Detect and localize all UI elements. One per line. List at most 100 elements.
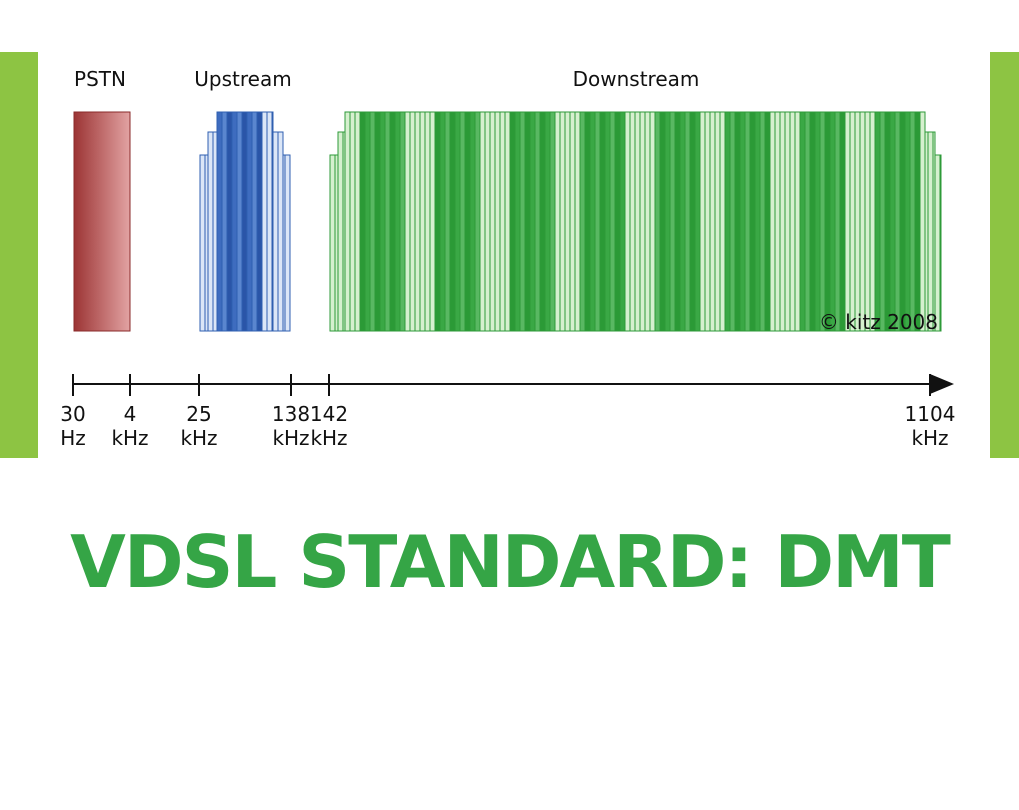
carrier: [814, 111, 821, 332]
carrier: [504, 111, 511, 332]
carrier: [754, 111, 761, 332]
carrier: [514, 111, 521, 332]
carrier: [231, 111, 238, 332]
tick-unit: kHz: [111, 426, 148, 450]
carrier: [769, 111, 776, 332]
carrier: [629, 111, 636, 332]
carrier: [589, 111, 596, 332]
carrier: [569, 111, 576, 332]
carrier: [714, 111, 721, 332]
carrier: [804, 111, 811, 332]
carrier: [649, 111, 656, 332]
carrier: [624, 111, 631, 332]
tick-unit: kHz: [272, 426, 309, 450]
carrier: [226, 111, 233, 332]
carrier: [529, 111, 536, 332]
tick-unit: kHz: [310, 426, 347, 450]
band-label: Downstream: [573, 67, 700, 91]
tick-value: 138: [272, 402, 310, 426]
carrier: [659, 111, 666, 332]
carrier: [674, 111, 681, 332]
carrier: [337, 131, 344, 332]
band-label: PSTN: [74, 67, 126, 91]
carrier: [549, 111, 556, 332]
carrier: [614, 111, 621, 332]
carrier: [364, 111, 371, 332]
carrier: [394, 111, 401, 332]
carrier: [459, 111, 466, 332]
carrier: [749, 111, 756, 332]
carrier: [894, 111, 901, 332]
carrier: [729, 111, 736, 332]
carrier: [329, 154, 336, 332]
carrier: [664, 111, 671, 332]
carrier: [899, 111, 906, 332]
carrier: [644, 111, 651, 332]
carrier: [489, 111, 496, 332]
carrier: [819, 111, 826, 332]
carrier: [384, 111, 391, 332]
carrier: [874, 111, 881, 332]
carrier: [246, 111, 253, 332]
title: VDSL STANDARD: DMT: [70, 520, 951, 604]
carrier: [251, 111, 258, 332]
carrier: [864, 111, 871, 332]
carrier: [854, 111, 861, 332]
carrier: [579, 111, 586, 332]
band-label: Upstream: [194, 67, 291, 91]
carrier: [266, 111, 273, 332]
carrier: [809, 111, 816, 332]
carrier: [794, 111, 801, 332]
carrier: [704, 111, 711, 332]
carrier: [799, 111, 806, 332]
carrier: [479, 111, 486, 332]
tick-unit: kHz: [911, 426, 948, 450]
tick-unit: Hz: [60, 426, 86, 450]
carrier: [669, 111, 676, 332]
carrier: [879, 111, 886, 332]
carrier: [679, 111, 686, 332]
carrier: [216, 111, 223, 332]
carrier: [829, 111, 836, 332]
carrier: [932, 131, 936, 332]
carrier: [834, 111, 841, 332]
tick-value: 25: [186, 402, 211, 426]
pstn-band: [73, 111, 131, 332]
carrier: [919, 111, 926, 332]
carrier: [241, 111, 248, 332]
spectrum-diagram: PSTN Upstream Downstream © kitz 2008 30H…: [60, 67, 955, 450]
carrier: [884, 111, 891, 332]
carrier: [404, 111, 411, 332]
carrier: [429, 111, 436, 332]
carrier: [419, 111, 426, 332]
carrier: [444, 111, 451, 332]
carrier: [359, 111, 366, 332]
carrier: [824, 111, 831, 332]
carrier: [844, 111, 851, 332]
carrier: [464, 111, 471, 332]
carrier: [277, 131, 284, 332]
carrier: [564, 111, 571, 332]
carrier: [927, 131, 934, 332]
carrier: [534, 111, 541, 332]
carrier: [439, 111, 446, 332]
carrier: [207, 131, 214, 332]
carrier: [369, 111, 376, 332]
carrier: [414, 111, 421, 332]
carrier: [399, 111, 406, 332]
carrier: [524, 111, 531, 332]
carrier: [484, 111, 491, 332]
carrier: [709, 111, 716, 332]
carrier: [344, 111, 351, 332]
carrier: [236, 111, 243, 332]
carrier: [584, 111, 591, 332]
carrier: [604, 111, 611, 332]
carrier: [759, 111, 766, 332]
carrier: [539, 111, 546, 332]
credit: © kitz 2008: [819, 310, 938, 334]
carrier: [914, 111, 921, 332]
carrier: [544, 111, 551, 332]
carrier: [284, 154, 291, 332]
tick-value: 142: [310, 402, 348, 426]
carrier: [449, 111, 456, 332]
